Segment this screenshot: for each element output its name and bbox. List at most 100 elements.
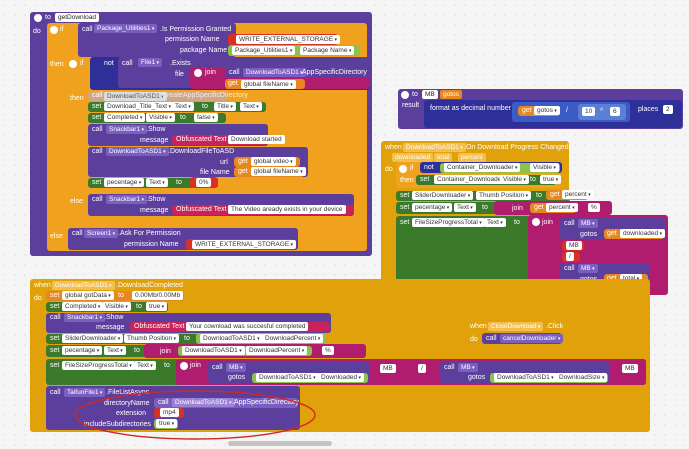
if2-mutator-icon[interactable] (69, 60, 77, 68)
global-filename-dropdown-2[interactable]: global fileName (251, 167, 306, 176)
six-field[interactable]: 6 (610, 107, 620, 116)
fsp-text-dropdown-c[interactable]: Text (134, 361, 156, 370)
title-dropdown[interactable]: Title (214, 102, 236, 111)
proc-name-field[interactable]: getDownload (55, 13, 99, 22)
mb-proc-dropdown-2[interactable]: MB (578, 264, 598, 273)
true-dropdown-c[interactable]: true (146, 302, 168, 311)
if-mutator-icon[interactable] (50, 26, 58, 34)
false-dropdown[interactable]: false (194, 113, 218, 122)
text-dropdown-p[interactable]: Text (454, 203, 476, 212)
download-asd-disabled-dropdown[interactable]: DownloadToASD1 (104, 92, 167, 101)
mb-param-field[interactable]: gotos (440, 90, 462, 99)
mb-proc-dropdown[interactable]: MB (578, 219, 598, 228)
horizontal-scrollbar[interactable] (228, 441, 332, 446)
param-total[interactable]: total (434, 153, 453, 162)
join-mutator-icon[interactable] (194, 69, 202, 77)
download-asd-call-dropdown-c[interactable]: DownloadToASD1 (172, 398, 235, 407)
global-video-dropdown[interactable]: global video (251, 157, 296, 166)
slider-dropdown[interactable]: SliderDownloader (412, 191, 474, 200)
snackbar1-dropdown-2[interactable]: Snackbar1 (106, 195, 147, 204)
snackbar1-dropdown[interactable]: Snackbar1 (106, 125, 147, 134)
percent-dropdown-2[interactable]: percent (546, 203, 578, 212)
ten-field[interactable]: 10 (582, 107, 596, 116)
close-download-dropdown[interactable]: CloseDownload (488, 322, 544, 331)
progress-if-mutator-icon[interactable] (399, 165, 407, 173)
title-text-dropdown[interactable]: Text (240, 102, 262, 111)
write-external-storage-dropdown[interactable]: WRITE_EXTERNAL_STORAGE (236, 35, 341, 44)
write-external-storage-dropdown-2[interactable]: WRITE_EXTERNAL_STORAGE (192, 240, 297, 249)
download-success-field[interactable]: Your cownload was succesful completed (186, 322, 309, 331)
global-filename-dropdown[interactable]: global fileName (241, 80, 296, 89)
completed-dropdown[interactable]: Completed (104, 113, 146, 122)
package-name-prop-dropdown[interactable]: Package Name (300, 46, 355, 55)
download-asd-dropdown[interactable]: DownloadToASD1 (243, 68, 306, 77)
container-dropdown-2[interactable]: Container_Downloader (434, 175, 511, 184)
join-fsp-c-mutator-icon[interactable] (180, 362, 188, 370)
download-percent-dropdown[interactable]: DownloadPercent (262, 334, 324, 343)
text-prop-dropdown[interactable]: Text (172, 102, 194, 111)
mb-proc-c-dropdown[interactable]: MB (226, 363, 246, 372)
mb-proc-c-dropdown-2[interactable]: MB (458, 363, 478, 372)
snackbar1-dropdown-c[interactable]: Snackbar1 (64, 313, 105, 322)
download-title-text-dropdown[interactable]: Download_Title_Text (104, 102, 175, 111)
slider-dropdown-c[interactable]: SliderDownloader (62, 334, 124, 343)
total-dropdown[interactable]: total (620, 274, 643, 283)
download-asd-getter-c4[interactable]: DownloadToASD1 (494, 373, 557, 382)
download-asd-getter-c1[interactable]: DownloadToASD1 (200, 334, 263, 343)
percentage-dropdown[interactable]: pecentage (104, 178, 145, 187)
gotos-dropdown[interactable]: gotos (534, 106, 560, 115)
mb-text-field-1[interactable]: MB (566, 241, 582, 250)
slash-text-field[interactable]: / (566, 252, 574, 261)
fsp-text-dropdown[interactable]: Text (484, 218, 506, 227)
thumb-position-dropdown[interactable]: Thumb Position (476, 191, 532, 200)
true-dropdown-c2[interactable]: true (156, 419, 178, 428)
mb-field-c2[interactable]: MB (622, 364, 638, 373)
obfuscated-text-started[interactable] (172, 135, 267, 145)
param-downloaded[interactable]: downloaded (392, 153, 434, 162)
package-utilities-getter-dropdown[interactable]: Package_Utilities1 (232, 46, 296, 55)
package-utilities-dropdown[interactable]: Package_Utilities1 (94, 24, 158, 33)
completed-component-dropdown[interactable]: DownloadToASD1 (52, 281, 115, 290)
taifun-dropdown[interactable]: TaifunFile1 (64, 388, 106, 397)
progress-component-dropdown[interactable]: DownloadToASD1 (403, 143, 466, 152)
global-gotdata-dropdown[interactable]: global gotData (62, 291, 114, 300)
percentage-dropdown-p[interactable]: pecentage (412, 203, 453, 212)
completed-dropdown-c[interactable]: Completed (62, 302, 104, 311)
text-dropdown-c[interactable]: Text (104, 346, 126, 355)
percent-dropdown[interactable]: percent (562, 190, 594, 199)
slash-field-c[interactable]: / (418, 364, 426, 373)
join-fsp-mutator-icon[interactable] (532, 218, 540, 226)
download-asd-getter-c2[interactable]: DownloadToASD1 (182, 346, 245, 355)
set-global-gotdata[interactable] (46, 291, 184, 301)
mb-field-c1[interactable]: MB (380, 364, 396, 373)
download-percent-getter-2[interactable] (178, 346, 312, 356)
param-percent[interactable]: percent (458, 153, 486, 162)
visible-dropdown[interactable]: Visible (146, 113, 175, 122)
mb-mutator-icon[interactable] (401, 91, 409, 99)
two-field[interactable]: 2 (663, 105, 673, 114)
visible-dropdown-p[interactable]: Visible (500, 175, 529, 184)
screen1-dropdown[interactable]: Screen1 (84, 229, 119, 238)
download-asd-dropdown-2[interactable]: DownloadToASD1 (106, 147, 169, 156)
mutator-icon[interactable] (34, 14, 42, 22)
text-prop-dropdown-2[interactable]: Text (146, 178, 168, 187)
fsp-total-dropdown[interactable]: FileSizeProgressTotal (412, 218, 485, 227)
file1-dropdown[interactable]: File1 (138, 58, 162, 67)
video-exists-field[interactable]: The Video aready exists in your device (228, 205, 346, 214)
mp4-field[interactable]: mp4 (160, 408, 179, 417)
mb-name-field[interactable]: MB (422, 90, 438, 99)
visible-dropdown-c[interactable]: Visible (102, 302, 131, 311)
set-slider-thumb-c[interactable] (46, 334, 326, 344)
thumb-position-dropdown-c[interactable]: Thumb Position (124, 334, 180, 343)
pct-field-c[interactable]: % (322, 346, 334, 355)
true-dropdown-p[interactable]: true (540, 175, 562, 184)
download-percent-dropdown-2[interactable]: DownloadPercent (246, 346, 308, 355)
container-visible-dropdown[interactable]: Visible (530, 163, 559, 172)
cancel-downloader-dropdown[interactable]: cancelDownloader (500, 334, 564, 343)
percentage-dropdown-c[interactable]: pecentage (62, 346, 103, 355)
download-started-field[interactable]: Download started (228, 135, 285, 144)
zero-mb-field[interactable]: 0.00Mb/0.00Mb (132, 291, 184, 300)
downloaded-prop-dropdown[interactable]: Downloaded (318, 373, 365, 382)
downloaded-dropdown[interactable]: downloaded (620, 229, 665, 238)
pct-field-p[interactable]: % (588, 203, 600, 212)
